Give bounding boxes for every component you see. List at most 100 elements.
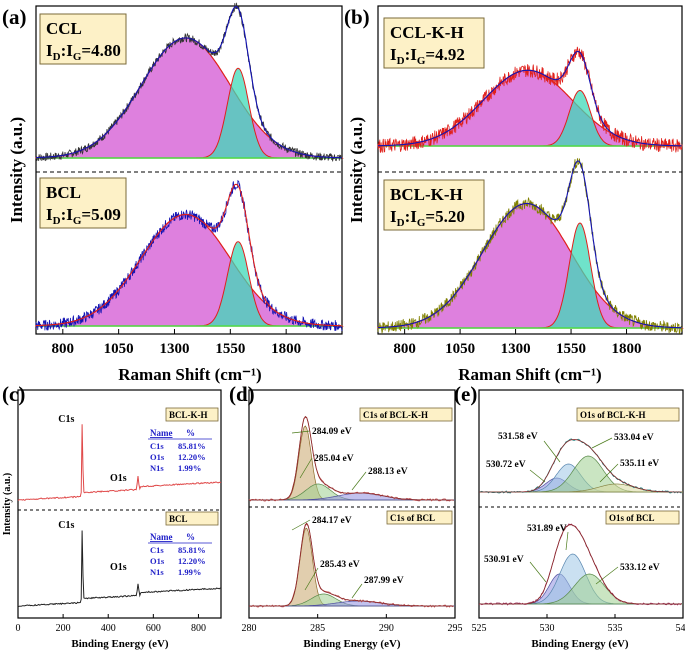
legend-row-element: C1s (150, 545, 164, 555)
xtick-label: 525 (472, 623, 487, 634)
xtick-label: 1300 (159, 341, 189, 357)
frame-d (248, 389, 456, 619)
ylabel-a: Intensity (a.u.) (7, 117, 26, 223)
xtick-label: 600 (146, 623, 161, 634)
xtick-label: 530 (540, 623, 555, 634)
xtick-label: 1550 (215, 341, 245, 357)
panel-d: (d) C1s of BCL-K-H 284.09 eV 285.04 eV 288.… (229, 382, 463, 650)
annotation-arrow (543, 440, 561, 463)
peak-label-c1s: C1s (58, 414, 74, 425)
peak-position-label: 533.12 eV (620, 563, 660, 573)
panel-b: (b) CCL-K-HID:IG=4.92 BCL-K-HID:IG=5.20 … (344, 5, 684, 384)
id-ig-ratio: ID:IG=4.80 (46, 41, 121, 63)
sample-label-box (39, 13, 127, 65)
legend-row-percent: 12.20% (178, 556, 206, 566)
sample-name: BCL (46, 183, 81, 202)
xtick-label: 0 (16, 623, 21, 634)
id-ig-ratio: ID:IG=5.20 (390, 207, 465, 229)
xticks-a: 800 1050 1300 1550 1800 (52, 329, 301, 357)
frame-a (35, 5, 343, 335)
ratio-part-ratio_mid: :I (61, 41, 74, 60)
xlabel-d: Binding Energy (eV) (303, 638, 401, 650)
legend-row-element: C1s (150, 441, 164, 451)
xticks-b: 800 1050 1300 1550 1800 (393, 329, 642, 357)
peak-position-label: 535.11 eV (620, 459, 659, 469)
xtick-label: 200 (56, 623, 71, 634)
annotation-arrow (351, 583, 363, 599)
peak-position-label: 285.43 eV (320, 560, 360, 570)
ratio-part-ratio_value: =4.80 (81, 41, 120, 60)
legend-row-element: O1s (150, 452, 165, 462)
peak-position-label: 284.17 eV (312, 516, 352, 526)
sample-label-box (165, 511, 219, 526)
legend-row-percent: 1.99% (178, 567, 201, 577)
xlabel-c: Binding Energy (eV) (71, 638, 169, 650)
plot-e: O1s of BCL-K-H 530.72 eV 531.58 eV 533.04 e… (478, 407, 683, 606)
sample-name: O1s of BCL (609, 513, 655, 523)
sample-name: BCL-K-H (169, 410, 208, 420)
annotation-arrow (291, 519, 311, 531)
fit-envelope (35, 5, 342, 159)
ratio-part-ratio_sub: D (397, 55, 405, 67)
ylabel-c: Intensity (a.u.) (2, 473, 13, 536)
legend-header-pct: % (186, 428, 195, 438)
raw-spectrum (35, 2, 343, 162)
subplot-ccl: CCL ID:IG=4.80 (35, 2, 344, 162)
sample-label-box (39, 177, 127, 229)
xtick-label: 800 (393, 341, 416, 357)
ratio-part-ratio_mid: :I (405, 45, 418, 64)
xlabel-e: Binding Energy (eV) (531, 638, 629, 650)
legend-row-element: N1s (150, 463, 164, 473)
ratio-part-ratio_value: =5.09 (81, 205, 120, 224)
annotation-arrow (351, 471, 367, 491)
sample-label-box (605, 510, 680, 525)
xtick-label: 295 (448, 623, 463, 634)
xtick-label: 1800 (612, 341, 642, 357)
legend-row-percent: 85.81% (178, 545, 206, 555)
d-band-peak (377, 69, 683, 147)
peak-position-label: 287.99 eV (364, 576, 404, 586)
sample-name: O1s of BCL-K-H (580, 410, 646, 420)
ratio-part-ratio_label: I (46, 205, 53, 224)
xtick-label: 535 (608, 623, 623, 634)
fit-envelope (479, 524, 682, 605)
legend-header-pct: % (186, 532, 195, 542)
fit-envelope (36, 183, 342, 327)
annotation-arrow (529, 469, 546, 483)
fitted-component-peak (249, 600, 455, 607)
sample-name: BCL (169, 514, 188, 524)
fit-envelope (378, 160, 682, 329)
legend-row-percent: 85.81% (178, 441, 206, 451)
xtick-label: 290 (379, 623, 394, 634)
sample-label-box (383, 17, 485, 69)
panel-e: (e) O1s of BCL-K-H 530.72 eV 531.58 eV 533.… (454, 382, 685, 650)
ratio-part-ratio_value: =4.92 (425, 45, 464, 64)
legend-row-element: N1s (150, 567, 164, 577)
legend-row-percent: 12.20% (178, 452, 206, 462)
fit-envelope (249, 522, 454, 607)
sample-label-box (576, 407, 680, 422)
legend-header-name: Name (150, 428, 173, 438)
xtick-label: 1550 (556, 341, 586, 357)
sample-label-box (386, 510, 453, 525)
survey-spectrum-bcl (17, 530, 222, 608)
legend-row-percent: 1.99% (178, 463, 201, 473)
peak-position-label: 284.09 eV (312, 427, 352, 437)
subplot-bcl: BCL ID:IG=5.09 (35, 177, 344, 332)
peak-position-label: 530.91 eV (484, 555, 524, 565)
survey-spectrum-bcl-k-h (17, 424, 222, 501)
annotation-arrow (299, 457, 313, 479)
annotation-arrow (304, 567, 319, 591)
sample-name: C1s of BCL (390, 513, 435, 523)
ratio-part-ratio_sub2: G (73, 215, 82, 227)
annotation-arrow (591, 437, 613, 449)
annotation-arrow (529, 561, 547, 583)
ylabel-b: Intensity (a.u.) (347, 117, 366, 223)
raw-spectrum (377, 157, 683, 335)
ratio-part-ratio_sub2: G (417, 217, 426, 229)
xtick-label: 1050 (445, 341, 475, 357)
